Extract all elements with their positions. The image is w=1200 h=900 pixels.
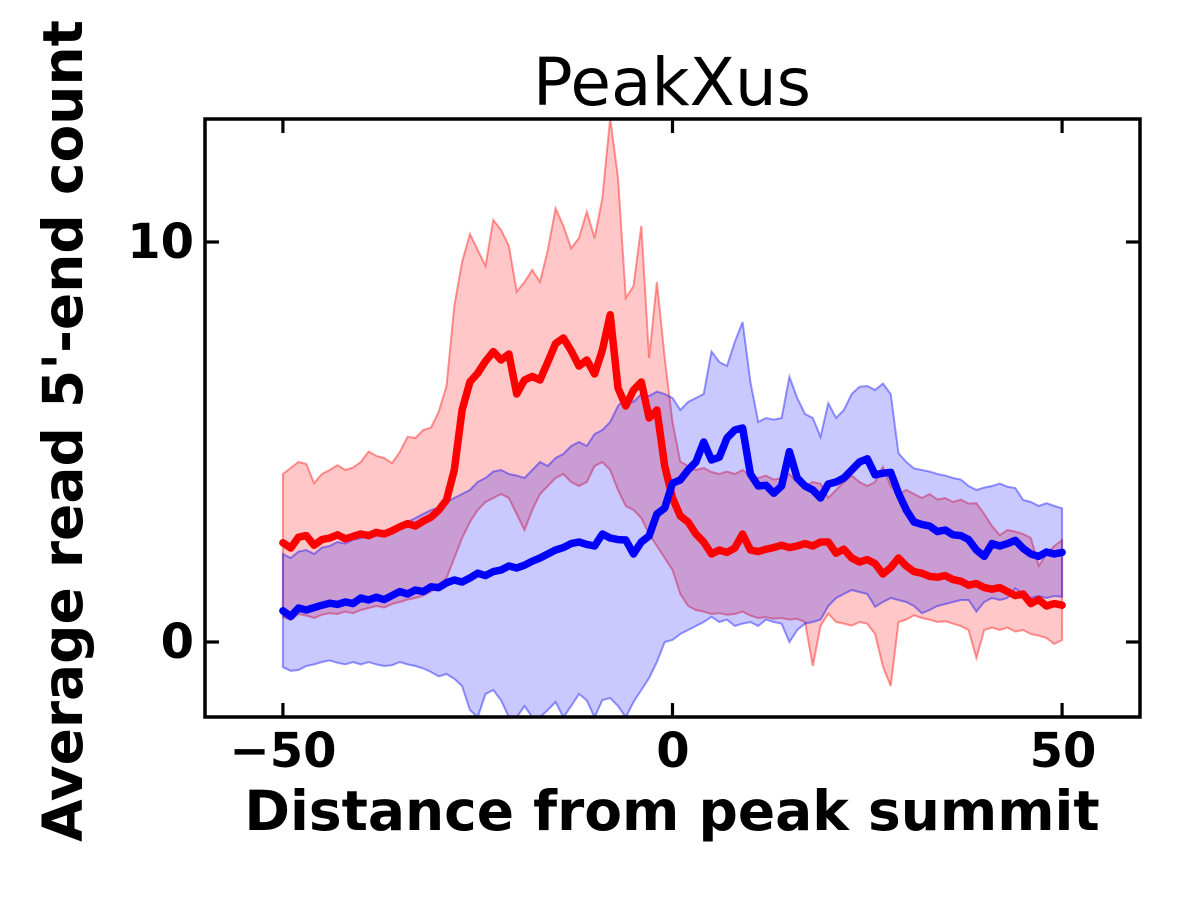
x-tick-label-50: 50: [1030, 723, 1097, 779]
x-tick-label-minus50: −50: [229, 723, 336, 779]
blue-band: [281, 321, 1064, 717]
plot-data: [279, 119, 1066, 717]
y-tick-label-10: 10: [127, 214, 194, 270]
chart-title: PeakXus: [533, 44, 811, 121]
red-band: [281, 119, 1064, 687]
blue-mean-line: [279, 424, 1066, 621]
axis-ticks: [205, 119, 1140, 717]
y-tick-label-zero: 0: [161, 614, 194, 670]
x-tick-label-zero: 0: [656, 723, 689, 779]
y-axis-label: Average read 5'-end count: [31, 20, 95, 842]
x-axis-label: Distance from peak summit: [244, 779, 1099, 843]
plot-border: [203, 117, 1142, 719]
red-mean-line: [279, 311, 1066, 610]
